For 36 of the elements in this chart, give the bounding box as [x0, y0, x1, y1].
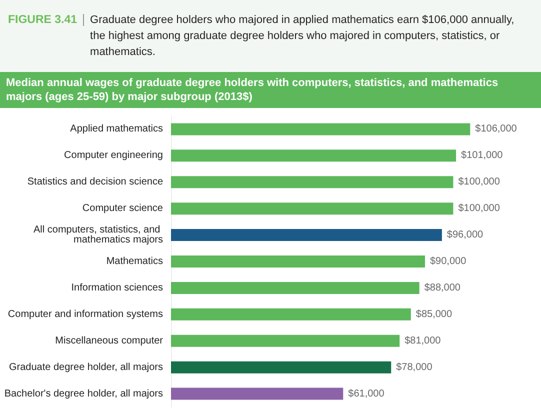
data-label: $85,000 [416, 308, 452, 320]
data-label: $61,000 [348, 388, 385, 400]
data-label: $100,000 [458, 203, 500, 214]
bar [171, 202, 454, 215]
y-tick-label: Bachelor's degree holder, all majors [4, 388, 163, 400]
bar [171, 388, 344, 400]
y-tick-label: Computer science [82, 203, 164, 214]
y-tick-label: Mathematics [106, 256, 163, 267]
data-label: $81,000 [404, 335, 442, 346]
data-label: $78,000 [396, 362, 433, 373]
y-tick-label: Computer engineering [64, 150, 163, 162]
data-label: $101,000 [461, 150, 504, 162]
data-label: $90,000 [430, 256, 467, 267]
bar [171, 176, 454, 188]
y-tick-label: Statistics and decision science [27, 176, 164, 188]
data-label: $106,000 [475, 124, 518, 135]
bar [171, 334, 400, 347]
chart-title: Graduate degree holders who majored in applied mathematics earn $106,000 annually, the highest among graduate degree holders who majored in computers, statistics, or mathematics. [90, 13, 516, 60]
data-label: $88,000 [424, 282, 461, 294]
y-tick-label: Applied mathematics [70, 124, 163, 135]
bar [171, 308, 411, 320]
data-label: $96,000 [446, 230, 484, 241]
bar [171, 229, 442, 242]
y-tick-label: Miscellaneous computer [55, 335, 164, 346]
y-tick-label: Graduate degree holder, all majors [9, 362, 163, 373]
bar [171, 256, 425, 268]
data-label: $100,000 [458, 176, 500, 188]
y-tick-label: Computer and information systems [8, 308, 163, 320]
bar [171, 361, 392, 374]
y-tick-label: Information sciences [71, 282, 163, 294]
bar [171, 123, 470, 136]
bar [171, 282, 420, 294]
y-tick-label: All computers, statistics, and mathematics majors [34, 224, 163, 246]
bar [171, 150, 456, 162]
caption: FIGURE 3.41 [8, 13, 78, 28]
chart-subtitle: Median annual wages of graduate degree holders with computers, statistics, and mathematics majors (ages 25-59) by major subgroup (2013$) [0, 72, 541, 108]
